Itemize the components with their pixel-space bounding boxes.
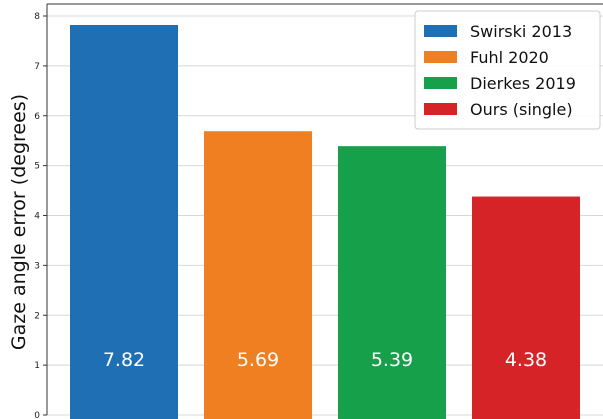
bar-value-label: 4.38 bbox=[505, 349, 547, 371]
y-tick-label: 8 bbox=[34, 12, 40, 22]
y-tick-label: 7 bbox=[34, 62, 40, 72]
legend-entry: Dierkes 2019 bbox=[470, 74, 576, 93]
legend: Swirski 2013 Fuhl 2020 Dierkes 2019 Ours (s… bbox=[414, 10, 601, 130]
legend-swatch bbox=[424, 77, 457, 89]
legend-entry: Fuhl 2020 bbox=[470, 48, 549, 67]
bar-value-label: 5.69 bbox=[237, 349, 279, 371]
legend-swatch bbox=[424, 25, 457, 37]
y-tick-label: 2 bbox=[34, 311, 40, 321]
bar-value-label: 7.82 bbox=[103, 349, 145, 371]
axes: 0 1 2 3 4 5 6 7 8 bbox=[34, 3, 603, 419]
bar bbox=[472, 196, 580, 419]
y-tick-label: 3 bbox=[34, 261, 40, 271]
legend-swatch bbox=[424, 103, 457, 115]
data-labels: 7.82 5.69 5.39 4.38 bbox=[103, 349, 547, 371]
y-tick-label: 0 bbox=[34, 411, 40, 419]
y-axis-label: Gaze angle error (degrees) bbox=[8, 94, 30, 350]
legend-box bbox=[414, 10, 601, 130]
bar-value-label: 5.39 bbox=[371, 349, 413, 371]
y-tick-label: 6 bbox=[34, 112, 40, 122]
y-tick-label: 1 bbox=[34, 361, 40, 371]
legend-entry: Ours (single) bbox=[470, 100, 573, 119]
bar bbox=[204, 131, 312, 419]
legend-swatch bbox=[424, 51, 457, 63]
y-tick-label: 4 bbox=[34, 212, 40, 222]
bars bbox=[70, 24, 580, 419]
y-tick-label: 5 bbox=[34, 162, 40, 172]
legend-entry: Swirski 2013 bbox=[470, 22, 572, 41]
bar bbox=[338, 146, 446, 419]
bar bbox=[70, 24, 178, 419]
